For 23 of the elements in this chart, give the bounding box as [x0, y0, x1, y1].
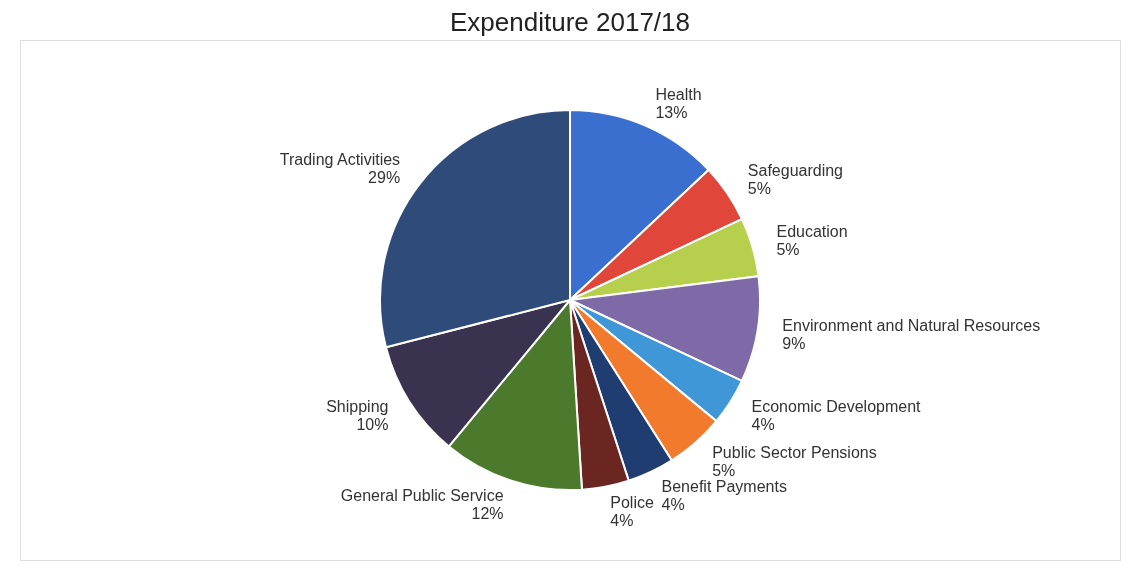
slice-label: Public Sector Pensions	[712, 444, 877, 462]
slice-label: Economic Development	[751, 398, 922, 416]
data-label: 13%	[655, 103, 688, 121]
slice-label: General Public Service	[340, 487, 504, 505]
chart-title: Expenditure 2017/18	[450, 7, 690, 37]
slice-label: Education	[776, 223, 848, 241]
slice-label: Police	[610, 494, 654, 512]
slice-label: Shipping	[326, 398, 389, 416]
slice-label: Benefit Payments	[661, 477, 787, 495]
data-label: 4%	[610, 512, 634, 530]
slice-label: Safeguarding	[747, 162, 844, 180]
data-label: 4%	[661, 495, 685, 513]
slice-label: Environment and Natural Resources	[782, 316, 1041, 334]
data-label: 5%	[776, 241, 800, 259]
data-label: 4%	[751, 416, 775, 434]
slice-label: Health	[655, 85, 702, 103]
data-label: 9%	[782, 334, 806, 352]
slice-label: Trading Activities	[279, 151, 401, 169]
data-label: 12%	[471, 505, 504, 523]
data-label: 29%	[368, 169, 401, 187]
data-label: 5%	[712, 462, 736, 480]
data-label: 10%	[356, 416, 389, 434]
data-label: 5%	[747, 180, 771, 198]
